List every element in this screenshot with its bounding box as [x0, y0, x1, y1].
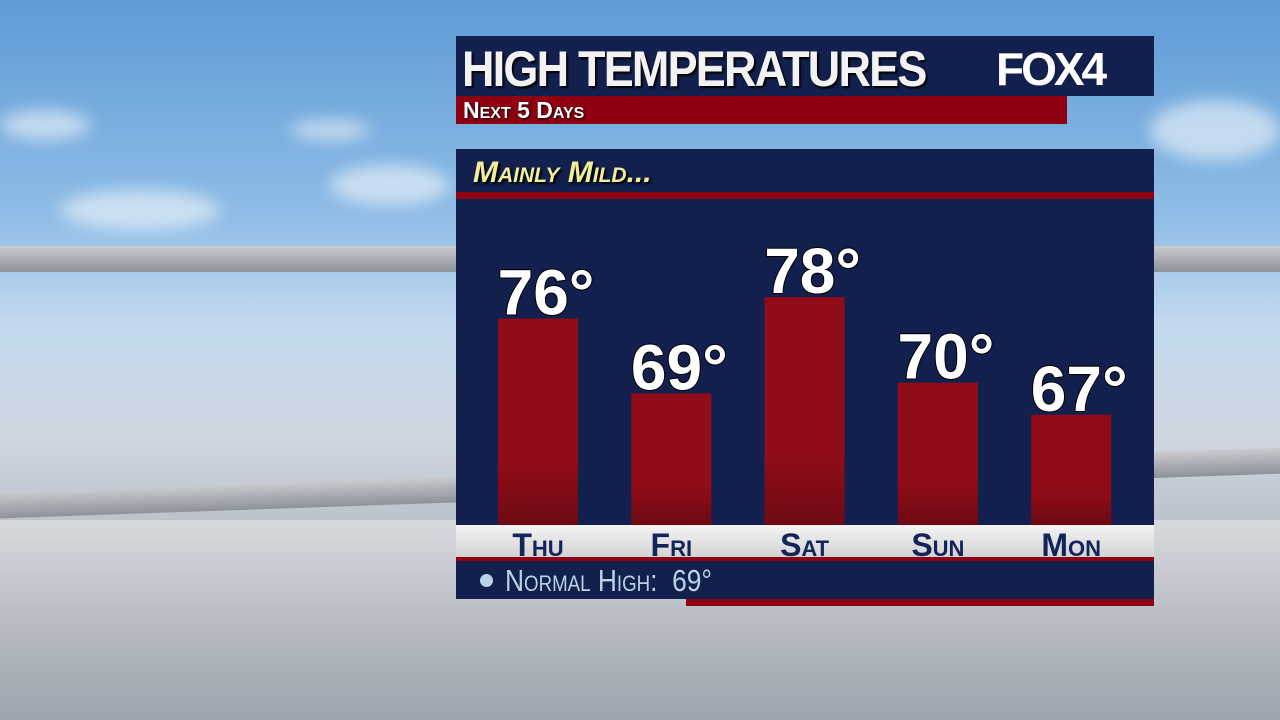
chart-title: HIGH TEMPERATURES: [462, 41, 927, 97]
x-tick-label: Sun: [911, 527, 964, 563]
bar-fri: [631, 393, 712, 525]
headline: Mainly Mild...: [473, 156, 652, 189]
x-tick-label: Mon: [1041, 527, 1101, 563]
data-label: 76°: [498, 256, 595, 328]
x-tick-label: Sat: [780, 527, 830, 563]
day-label-strip: [456, 525, 1154, 557]
x-tick-label: Fri: [651, 527, 693, 563]
fox4-logo: FOX4: [996, 43, 1107, 95]
bullet-icon: [480, 574, 493, 587]
divider: [456, 192, 1154, 199]
bar-thu: [498, 318, 578, 525]
x-tick-label: Thu: [512, 527, 563, 563]
normal-high-label: Normal High:: [505, 563, 658, 598]
bar-sat: [764, 297, 845, 525]
subtitle-bar: [456, 96, 1067, 124]
data-label: 69°: [631, 331, 728, 403]
normal-high-bar: [456, 561, 1154, 599]
data-label: 78°: [764, 235, 861, 307]
data-label: 67°: [1031, 353, 1128, 425]
bar-sun: [897, 382, 978, 525]
title-bar: [456, 36, 1154, 96]
divider: [686, 599, 1154, 606]
normal-high-value: 69°: [672, 563, 712, 598]
normal-high: Normal High: 69°: [505, 563, 712, 599]
divider: [456, 557, 1154, 561]
bar-mon: [1031, 414, 1112, 525]
data-label: 70°: [898, 321, 995, 393]
chart-subtitle: Next 5 Days: [463, 97, 585, 123]
